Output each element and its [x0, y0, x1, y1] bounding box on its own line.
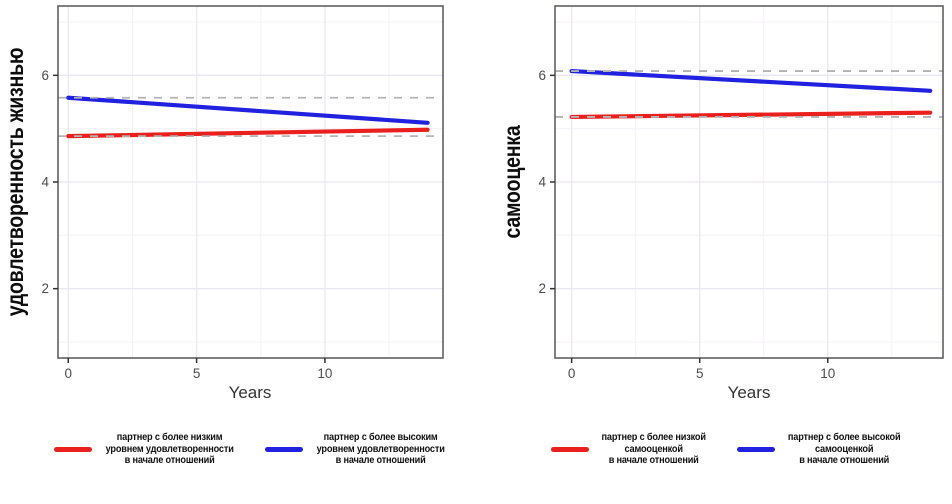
x-tick-label: 0 — [568, 366, 576, 381]
y-tick-label: 4 — [538, 175, 546, 190]
y-tick-label: 2 — [41, 281, 49, 296]
legend-key-red — [551, 446, 590, 452]
y-tick-label: 2 — [538, 281, 546, 296]
plot-svg: 0 5 10 2 4 6 — [41, 5, 444, 381]
x-axis-title: Years — [727, 383, 771, 402]
x-tick-label: 5 — [696, 366, 704, 381]
x-axis-title: Years — [228, 383, 272, 402]
series-line-red — [66, 127, 430, 139]
series-line-blue — [66, 95, 430, 125]
chart-legend: партнер с более низкой самооценкой в начал… — [476, 432, 952, 467]
legend-item-red: партнер с более низкой самооценкой в начал… — [551, 432, 710, 467]
legend-label: партнер с более низкой самооценкой в начал… — [601, 432, 706, 466]
legend-item-blue: партнер с более высоким уровнем удовлетво… — [265, 432, 450, 467]
legend-key-blue — [265, 446, 303, 452]
series-line-red — [569, 110, 933, 120]
x-tick-label: 10 — [820, 366, 835, 381]
y-tick-label: 6 — [538, 68, 546, 83]
x-tick-label: 10 — [317, 366, 332, 381]
legend-label: партнер с более высокой самооценкой в нача… — [787, 432, 900, 466]
y-tick-label: 6 — [41, 68, 49, 83]
plot-svg: 0 5 10 2 4 6 — [538, 5, 944, 381]
legend-item-blue: партнер с более высокой самооценкой в нача… — [736, 432, 905, 467]
x-tick-label: 0 — [65, 366, 73, 381]
y-axis-title: удовлетворенность жизнью — [2, 47, 28, 317]
legend-key-red — [53, 446, 92, 452]
y-axis-title: самооценка — [499, 125, 525, 239]
life-satisfaction-figure: удовлетворенность жизнью 0 5 10 2 4 6 Years п… — [0, 5, 476, 467]
series-line-blue — [569, 68, 933, 93]
y-tick-label: 4 — [41, 175, 49, 190]
legend-label: партнер с более высоким уровнем удовлетво… — [316, 432, 445, 466]
legend-item-red: партнер с более низким уровнем удовлетвор… — [53, 432, 239, 467]
self-esteem-figure: самооценка 0 5 10 2 4 6 Years партнер с более… — [476, 0, 952, 504]
legend-key-blue — [736, 446, 775, 452]
x-tick-label: 5 — [193, 366, 201, 381]
chart-legend: партнер с более низким уровнем удовлетвор… — [0, 432, 476, 467]
legend-label: партнер с более низким уровнем удовлетвор… — [105, 432, 234, 466]
